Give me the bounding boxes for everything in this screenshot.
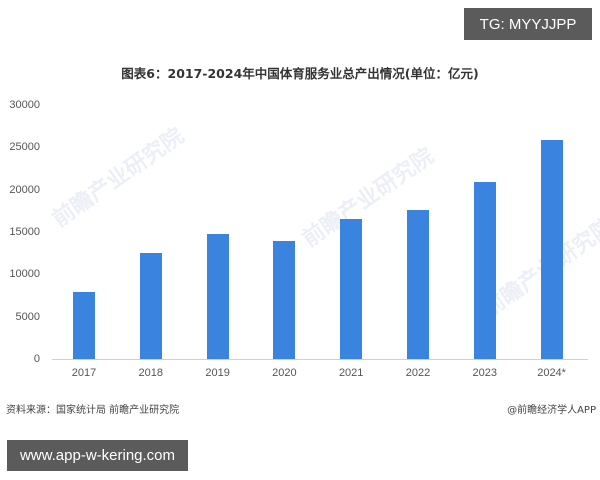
y-tick-label: 0 [33,353,40,365]
tg-badge: TG: MYYJJPP [464,8,592,40]
credit-note: @前瞻经济学人APP [507,405,596,416]
x-axis-line [52,359,588,360]
bar-2022 [407,209,429,359]
bar-2021 [340,219,363,359]
x-tick-label: 2022 [405,367,431,379]
bar-2019 [206,234,229,359]
x-tick-label: 2017 [71,367,97,379]
y-tick-label: 15000 [9,226,40,238]
x-tick-label: 2024* [537,367,566,379]
bar-2024 [540,139,563,359]
bar-2023 [473,182,496,359]
url-badge: www.app-w-kering.com [7,440,188,471]
x-tick-label: 2018 [138,367,164,379]
y-tick-label: 20000 [9,183,40,196]
x-tick-label: 2020 [272,367,297,379]
source-note: 资料来源：国家统计局 前瞻产业研究院 [6,405,180,416]
y-tick-label: 10000 [9,268,40,281]
x-tick-label: 2021 [338,367,364,379]
bar-2018 [139,252,162,359]
x-tick-label: 2023 [472,367,498,379]
chart-plot-area: 前瞻产业研究院 前瞻产业研究院 前瞻产业研究院 0 5000 10000 15000 2… [9,99,600,379]
watermark: 前瞻产业研究院 [48,123,189,233]
y-tick-label: 30000 [9,99,40,111]
bar-2020 [273,240,296,359]
chart-title: 图表6：2017-2024年中国体育服务业总产出情况(单位：亿元) [121,66,479,81]
x-tick-label: 2019 [205,367,230,379]
y-tick-label: 25000 [9,141,40,154]
y-tick-label: 5000 [15,310,40,323]
bar-2017 [73,292,95,359]
